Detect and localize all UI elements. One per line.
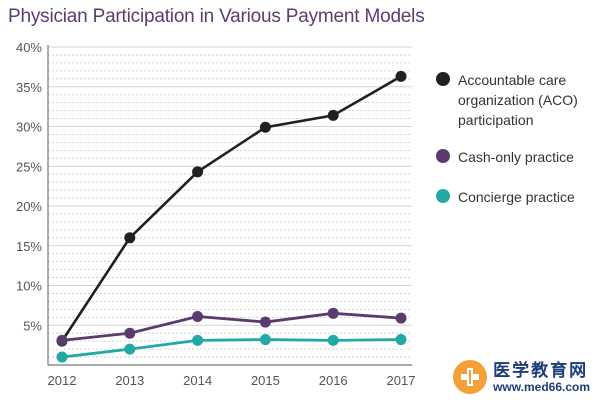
data-point-s1-3 — [259, 316, 271, 328]
y-tick-label: 10% — [16, 279, 42, 294]
data-point-s1-4 — [327, 307, 339, 319]
data-point-s2-3 — [259, 334, 271, 346]
y-tick-label: 35% — [16, 80, 42, 95]
data-point-s1-2 — [192, 311, 204, 323]
data-point-s0-3 — [259, 121, 271, 133]
y-tick-label: 20% — [16, 199, 42, 214]
legend-marker-concierge — [436, 189, 450, 203]
y-tick-label: 40% — [16, 40, 42, 55]
watermark-chinese-text: 医学教育网 — [493, 360, 589, 380]
data-point-s1-5 — [395, 312, 407, 324]
data-point-s2-0 — [56, 351, 68, 363]
legend-marker-cash-only — [436, 149, 450, 163]
data-point-s0-5 — [395, 70, 407, 82]
data-point-s0-2 — [192, 166, 204, 178]
data-point-s1-0 — [56, 334, 68, 346]
axes — [47, 45, 412, 366]
x-tick-labels: 2012 2013 2014 2015 2016 2017 — [48, 373, 416, 388]
data-point-s0-1 — [124, 232, 136, 244]
y-tick-label: 30% — [16, 120, 42, 135]
x-tick-label: 2012 — [48, 373, 77, 388]
legend-label-cash-only: Cash-only practice — [458, 149, 574, 165]
legend-marker-aco — [436, 72, 450, 86]
watermark-url: www.med66.com — [493, 379, 590, 394]
chart-title: Physician Participation in Various Payme… — [8, 6, 425, 27]
data-point-s2-1 — [124, 343, 136, 355]
x-tick-label: 2015 — [251, 373, 280, 388]
legend-item-concierge: Concierge practice — [436, 187, 600, 207]
series-group — [56, 70, 407, 363]
data-point-s1-1 — [124, 327, 136, 339]
y-tick-label: 5% — [23, 318, 42, 333]
x-tick-label: 2013 — [115, 373, 144, 388]
legend-label-aco: Accountable care organization (ACO) part… — [458, 72, 578, 128]
series-line-0 — [60, 75, 402, 342]
data-point-s0-4 — [327, 109, 339, 121]
medical-cross-logo-icon — [453, 360, 488, 394]
legend-item-aco: Accountable care organization (ACO) part… — [436, 70, 600, 130]
y-tick-label: 25% — [16, 159, 42, 174]
legend-label-concierge: Concierge practice — [458, 189, 575, 205]
x-tick-label: 2017 — [387, 373, 416, 388]
legend-item-cash-only: Cash-only practice — [436, 147, 600, 167]
x-tick-label: 2014 — [183, 373, 212, 388]
y-tick-labels: 5% 10% 15% 20% 25% 30% 35% 40% — [16, 40, 42, 333]
series-line-1 — [61, 311, 402, 342]
grid-lines — [48, 46, 412, 358]
y-tick-label: 15% — [16, 239, 42, 254]
data-point-s2-4 — [327, 334, 339, 346]
watermark: 医学教育网 www.med66.com — [453, 360, 590, 394]
data-point-s2-5 — [395, 334, 407, 346]
data-point-s2-2 — [192, 334, 204, 346]
series-line-2 — [61, 338, 402, 359]
x-tick-label: 2016 — [319, 373, 348, 388]
